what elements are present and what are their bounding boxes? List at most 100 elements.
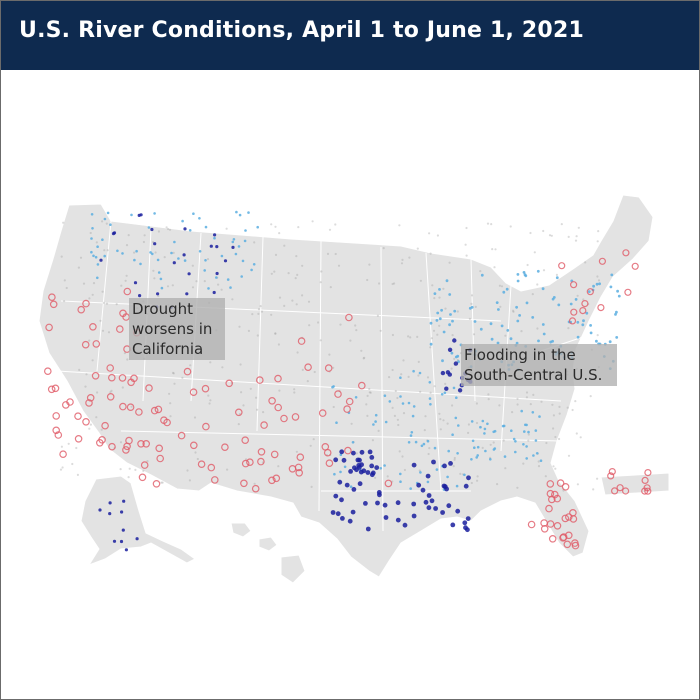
drought-gauge-marker — [246, 458, 254, 467]
normal-gauge-marker — [133, 251, 136, 254]
high-gauge-marker — [372, 423, 375, 426]
normal-gauge-marker — [416, 247, 419, 250]
high-gauge-marker — [188, 229, 192, 232]
drought-gauge-marker — [43, 367, 52, 376]
normal-gauge-marker — [167, 227, 170, 231]
normal-gauge-marker — [295, 450, 298, 453]
drought-gauge-marker — [384, 479, 393, 488]
normal-gauge-marker — [582, 298, 585, 301]
drought-gauge-marker — [118, 374, 127, 382]
drought-gauge-marker — [101, 421, 109, 430]
normal-gauge-marker — [270, 313, 273, 316]
normal-gauge-marker — [393, 282, 396, 285]
normal-gauge-marker — [119, 468, 122, 471]
drought-gauge-marker — [598, 257, 607, 265]
high-gauge-marker — [192, 212, 195, 215]
flood-gauge-marker — [209, 244, 213, 248]
normal-gauge-marker — [371, 439, 374, 442]
normal-gauge-marker — [257, 308, 261, 311]
drought-gauge-marker — [154, 405, 163, 414]
normal-gauge-marker — [453, 357, 456, 360]
high-gauge-marker — [383, 464, 386, 467]
normal-gauge-marker — [498, 404, 501, 407]
normal-gauge-marker — [439, 428, 442, 431]
flood-gauge-marker — [348, 469, 353, 474]
normal-gauge-marker — [287, 272, 290, 275]
flood-gauge-marker — [355, 457, 361, 463]
high-gauge-marker — [481, 419, 485, 423]
normal-gauge-marker — [394, 389, 397, 393]
drought-gauge-marker — [260, 421, 268, 429]
high-gauge-marker — [399, 472, 402, 476]
high-gauge-marker — [237, 245, 241, 248]
normal-gauge-marker — [115, 303, 118, 306]
flood-gauge-marker — [452, 338, 457, 343]
high-gauge-marker — [149, 251, 152, 254]
flood-gauge-marker — [369, 463, 375, 469]
normal-gauge-marker — [77, 266, 80, 269]
high-gauge-marker — [235, 210, 238, 214]
high-gauge-marker — [514, 450, 517, 454]
normal-gauge-marker — [63, 300, 66, 303]
normal-gauge-marker — [552, 414, 556, 417]
normal-gauge-marker — [355, 329, 358, 332]
high-gauge-marker — [232, 238, 236, 241]
normal-gauge-marker — [355, 452, 358, 455]
normal-gauge-marker — [416, 335, 419, 338]
drought-gauge-marker — [47, 385, 56, 394]
high-gauge-marker — [215, 276, 218, 279]
high-gauge-marker — [525, 301, 529, 305]
flood-gauge-marker — [108, 512, 112, 516]
high-gauge-marker — [463, 473, 466, 477]
drought-gauge-marker — [556, 479, 565, 487]
drought-gauge-marker — [255, 376, 264, 384]
high-gauge-marker — [407, 401, 411, 405]
normal-gauge-marker — [110, 389, 113, 392]
drought-gauge-marker — [201, 384, 210, 393]
normal-gauge-marker — [496, 483, 499, 486]
normal-gauge-marker — [100, 428, 103, 431]
normal-gauge-marker — [465, 254, 468, 257]
normal-gauge-marker — [307, 300, 311, 303]
normal-gauge-marker — [490, 223, 493, 226]
drought-gauge-marker — [318, 409, 327, 417]
high-gauge-marker — [438, 317, 442, 321]
normal-gauge-marker — [326, 252, 330, 255]
normal-gauge-marker — [575, 235, 578, 238]
high-gauge-marker — [495, 301, 499, 304]
high-gauge-marker — [457, 360, 460, 364]
normal-gauge-marker — [475, 421, 479, 425]
drought-gauge-marker — [274, 403, 283, 412]
high-gauge-marker — [151, 252, 154, 256]
high-gauge-marker — [522, 271, 526, 274]
normal-gauge-marker — [407, 335, 410, 338]
high-gauge-marker — [502, 290, 506, 294]
drought-gauge-marker — [559, 533, 568, 541]
high-gauge-marker — [409, 434, 413, 437]
normal-gauge-marker — [160, 481, 163, 484]
drought-gauge-marker — [345, 397, 354, 406]
high-gauge-marker — [422, 442, 426, 446]
high-gauge-marker — [429, 321, 433, 325]
normal-gauge-marker — [125, 244, 129, 247]
high-gauge-marker — [534, 439, 538, 442]
high-gauge-marker — [522, 443, 525, 446]
normal-gauge-marker — [596, 334, 599, 337]
land — [38, 194, 670, 584]
high-gauge-marker — [92, 254, 95, 258]
high-gauge-marker — [433, 446, 437, 450]
normal-gauge-marker — [552, 427, 555, 430]
flood-gauge-marker — [426, 493, 432, 498]
high-gauge-marker — [354, 396, 358, 399]
drought-gauge-marker — [190, 441, 198, 450]
normal-gauge-marker — [301, 294, 304, 297]
high-gauge-marker — [412, 369, 415, 373]
normal-gauge-marker — [310, 485, 313, 488]
normal-gauge-marker — [203, 280, 206, 283]
normal-gauge-marker — [533, 251, 536, 254]
normal-gauge-marker — [536, 327, 539, 330]
high-gauge-marker — [470, 420, 474, 423]
drought-gauge-marker — [610, 487, 619, 495]
drought-annotation-line: California — [132, 340, 204, 358]
normal-gauge-marker — [400, 373, 403, 376]
